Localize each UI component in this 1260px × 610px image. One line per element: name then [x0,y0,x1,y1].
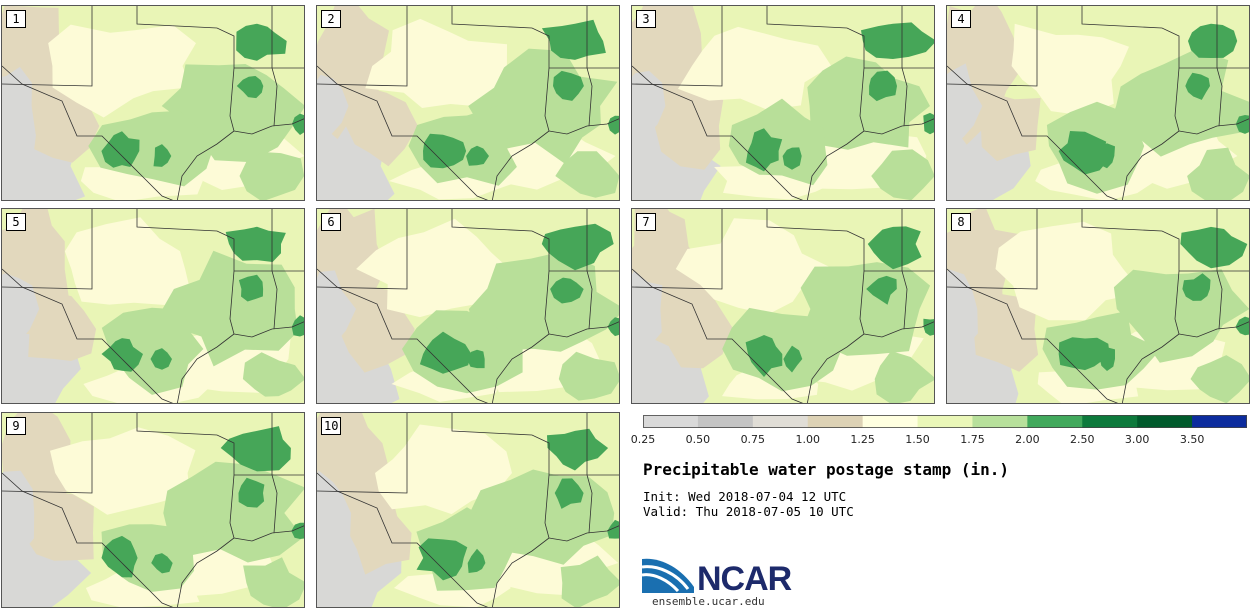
precipitable-water-map [2,209,304,403]
member-number: 9 [6,417,26,435]
colorbar-segment [807,415,864,428]
colorbar-segment [1082,415,1138,428]
init-time: Init: Wed 2018-07-04 12 UTC [643,489,847,504]
colorbar-tick-label: 1.75 [960,433,985,446]
ensemble-member-panel: 7 [631,208,935,404]
member-number: 3 [636,10,656,28]
colorbar [643,415,1247,428]
colorbar-segment [643,415,699,428]
colorbar-segment [752,415,809,428]
colorbar-tick-label: 1.00 [795,433,820,446]
ensemble-member-panel: 9 [1,412,305,608]
colorbar-tick-label: 2.50 [1070,433,1095,446]
member-number: 2 [321,10,341,28]
ncar-logo-icon [642,558,694,593]
ensemble-member-panel: 4 [946,5,1250,201]
member-number: 10 [321,417,342,435]
colorbar-segment [917,415,973,428]
member-number: 4 [951,10,971,28]
valid-time: Valid: Thu 2018-07-05 10 UTC [643,504,854,519]
precipitable-water-map [317,413,619,607]
colorbar-tick-label: 0.50 [685,433,711,446]
colorbar-segment [862,415,919,428]
colorbar-tick-label: 0.75 [740,433,766,446]
colorbar-segment [1192,415,1247,428]
ensemble-member-panel: 3 [631,5,935,201]
precipitable-water-map [317,6,619,200]
colorbar-segment [972,415,1028,428]
ensemble-member-panel: 1 [1,5,305,201]
ensemble-member-panel: 2 [316,5,620,201]
precipitable-water-map [2,413,304,607]
colorbar-tick-label: 2.00 [1015,433,1040,446]
precipitable-water-map [632,6,934,200]
precipitable-water-map [947,209,1249,403]
ensemble-member-panel: 6 [316,208,620,404]
precipitable-water-map [632,209,934,403]
colorbar-tick-label: 3.00 [1124,433,1150,446]
colorbar-tick-label: 1.25 [850,433,875,446]
precipitable-water-map [947,6,1249,200]
member-number: 8 [951,213,971,231]
precipitable-water-map [317,209,619,403]
colorbar-tick-label: 1.50 [905,433,930,446]
colorbar-segment [697,415,754,428]
ensemble-member-panel: 8 [946,208,1250,404]
member-number: 6 [321,213,341,231]
colorbar-tick-label: 3.50 [1179,433,1205,446]
member-number: 5 [6,213,26,231]
precipitable-water-map [2,6,304,200]
member-number: 7 [636,213,656,231]
colorbar-segment [1027,415,1083,428]
site-url: ensemble.ucar.edu [652,595,765,608]
member-number: 1 [6,10,26,28]
ensemble-member-panel: 5 [1,208,305,404]
ncar-logo-text: NCAR [697,560,792,598]
colorbar-tick-label: 0.25 [630,433,656,446]
ensemble-member-panel: 10 [316,412,620,608]
colorbar-segment [1137,415,1193,428]
chart-title: Precipitable water postage stamp (in.) [643,460,1010,479]
